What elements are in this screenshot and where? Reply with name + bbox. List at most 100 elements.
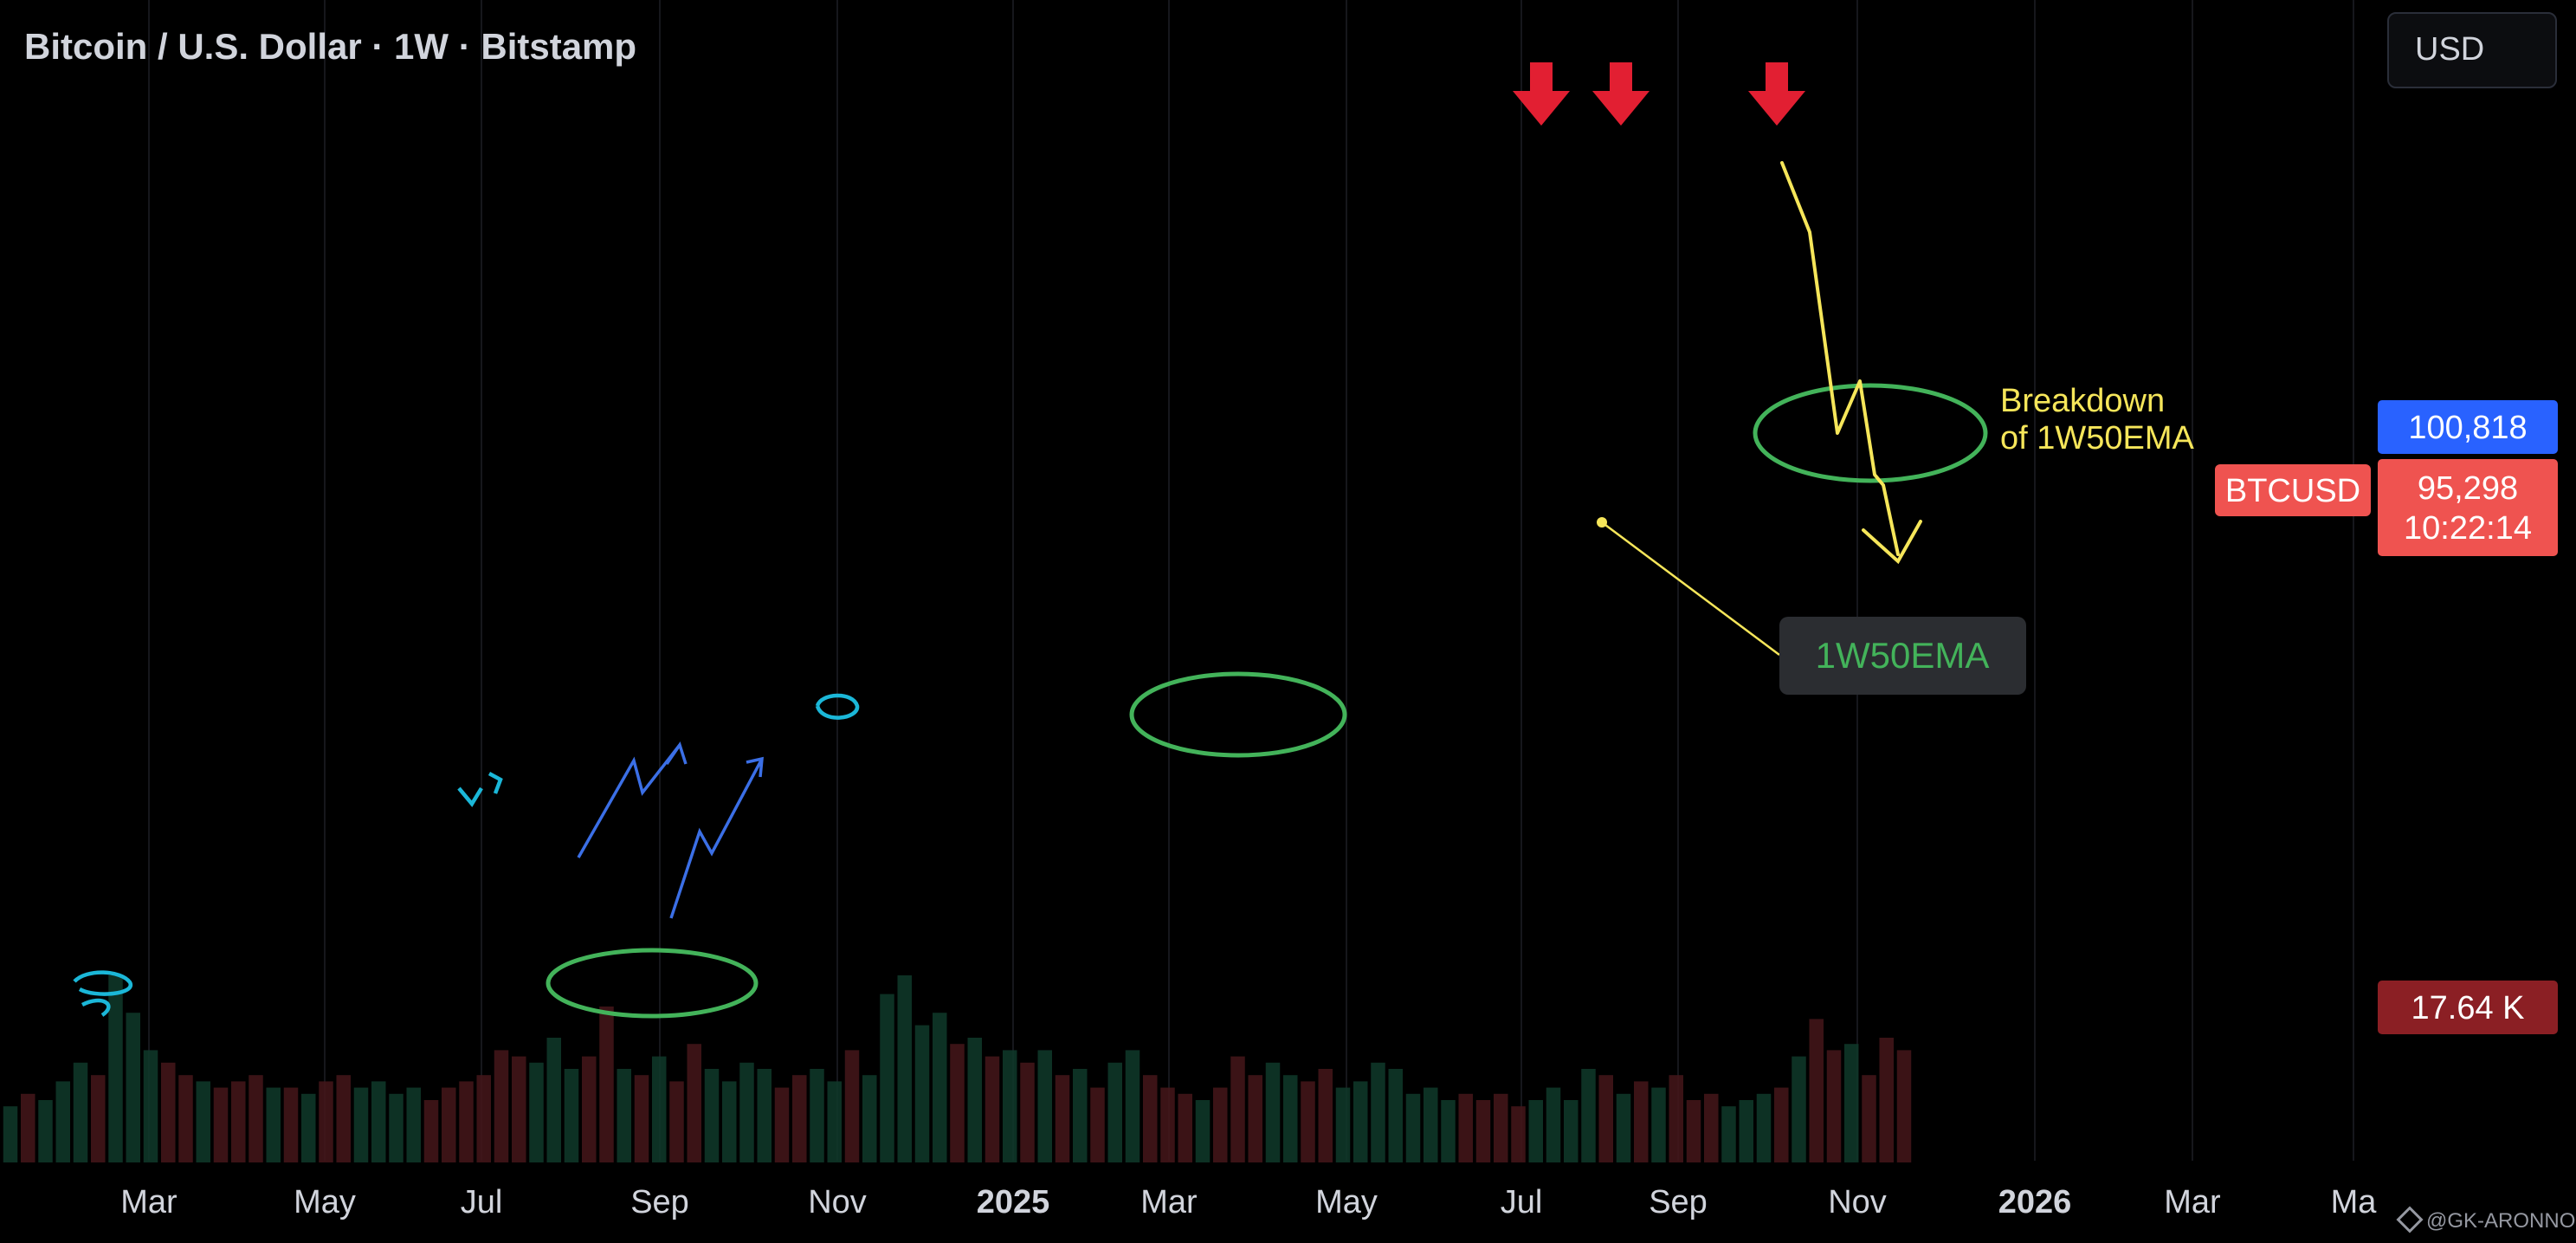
volume-bar: [1511, 1106, 1526, 1162]
volume-bar: [1826, 1050, 1842, 1162]
x-tick-label: Nov: [1828, 1184, 1887, 1220]
volume-bar: [423, 1100, 439, 1162]
volume-bar: [1756, 1093, 1772, 1162]
volume-bar: [108, 975, 123, 1162]
volume-bar: [1879, 1038, 1894, 1162]
ema-callout-dot: [1597, 517, 1607, 528]
projection-arrow-icon: [1862, 520, 1922, 565]
volume-bar: [1107, 1062, 1122, 1162]
volume-bar: [1230, 1056, 1245, 1162]
volume-bar: [231, 1081, 246, 1162]
volume-bar: [143, 1050, 158, 1162]
x-tick-label: May: [294, 1184, 356, 1220]
volume-bar: [564, 1069, 579, 1162]
volume-bar: [353, 1087, 369, 1162]
volume-bar: [1669, 1075, 1683, 1162]
x-tick-label: Ma: [2331, 1184, 2378, 1220]
volume-bar: [319, 1081, 333, 1162]
volume-bar: [1424, 1087, 1438, 1162]
cyan-scribble: [457, 772, 503, 807]
volume-bar: [442, 1087, 456, 1162]
currency-button[interactable]: USD: [2387, 12, 2557, 88]
volume-bar: [1581, 1069, 1596, 1162]
volume-bar: [1458, 1093, 1473, 1162]
breakdown-label-2: of 1W50EMA: [2000, 420, 2195, 456]
blue-zigzag-1: [577, 743, 681, 858]
volume-bar: [1704, 1093, 1719, 1162]
ema-label-text: 1W50EMA: [1816, 635, 1990, 676]
volume-bar: [985, 1056, 1000, 1162]
ema-price-tag: [2378, 400, 2558, 454]
blue-arrowhead-icon: [665, 741, 688, 765]
volume-bar: [722, 1081, 737, 1162]
volume-bar: [1564, 1100, 1579, 1162]
volume-bar: [546, 1038, 561, 1162]
symbol-tag: [2215, 464, 2371, 516]
volume-bar: [266, 1087, 281, 1162]
volume-bar: [1055, 1075, 1070, 1162]
volume-bar: [1739, 1100, 1753, 1162]
volume-bar: [1301, 1081, 1315, 1162]
volume-bar: [757, 1069, 772, 1162]
volume-bar: [196, 1081, 210, 1162]
volume-bar: [494, 1050, 509, 1162]
volume-bar: [1475, 1100, 1491, 1162]
x-tick-label: Mar: [2164, 1184, 2221, 1220]
volume-bar: [529, 1062, 544, 1162]
volume-bar: [301, 1093, 316, 1162]
volume-bar: [1090, 1087, 1105, 1162]
volume-bar: [91, 1075, 106, 1162]
volume-bar: [687, 1044, 701, 1162]
top-arrow-icon: [1748, 62, 1805, 126]
volume-bar: [933, 1013, 947, 1162]
volume-bar: [844, 1050, 860, 1162]
volume-bar: [914, 1025, 930, 1162]
highlight-ellipse: [1129, 671, 1347, 758]
volume-bar: [1844, 1044, 1859, 1162]
volume-bar: [476, 1075, 491, 1162]
volume-bar: [1651, 1087, 1666, 1162]
volume-bar: [3, 1106, 18, 1162]
volume-bar: [336, 1075, 351, 1162]
blue-arrowhead-icon: [746, 756, 764, 778]
blue-zigzag-2: [669, 758, 764, 919]
volume-bar: [792, 1075, 807, 1162]
volume-bar: [1528, 1100, 1543, 1162]
volume-bar: [1160, 1087, 1175, 1162]
grid-lines: [148, 0, 2354, 1161]
volume-bar: [1125, 1050, 1140, 1162]
volume-bar: [599, 1007, 614, 1162]
volume-bar: [897, 975, 912, 1162]
volume-bar: [249, 1075, 263, 1162]
last-price-tag: [2378, 459, 2558, 556]
volume-bar: [389, 1093, 404, 1162]
volume-bar: [1265, 1062, 1281, 1162]
volume-bar: [880, 994, 894, 1162]
volume-bar: [1353, 1081, 1368, 1162]
volume-tag-text: 17.64 K: [2411, 990, 2525, 1026]
tradingview-logo-icon: [2396, 1206, 2424, 1233]
volume-bar: [1441, 1100, 1456, 1162]
volume-bar: [582, 1056, 597, 1162]
volume-bar: [1020, 1062, 1035, 1162]
volume-bar: [1195, 1100, 1211, 1162]
volume-bar: [213, 1087, 229, 1162]
volume-bars: [3, 975, 1912, 1162]
x-tick-label: 2026: [1998, 1184, 2072, 1220]
author-watermark: @GK-ARONNO: [2396, 1206, 2575, 1233]
volume-bar: [406, 1087, 421, 1162]
volume-bar: [1335, 1087, 1351, 1162]
volume-bar: [634, 1075, 649, 1162]
volume-bar: [21, 1093, 36, 1162]
top-arrow-icon: [1513, 62, 1570, 126]
volume-bar: [810, 1069, 824, 1162]
volume-bar: [739, 1062, 754, 1162]
ema-label-box: [1779, 617, 2026, 695]
volume-bar: [1616, 1093, 1631, 1162]
volume-bar: [1634, 1081, 1649, 1162]
volume-bar: [371, 1081, 386, 1162]
volume-bar: [1494, 1093, 1508, 1162]
time-axis[interactable]: Mar May Jul Sep Nov 2025 Mar May Jul Sep Nov 2026 Ma…: [120, 1184, 2377, 1220]
